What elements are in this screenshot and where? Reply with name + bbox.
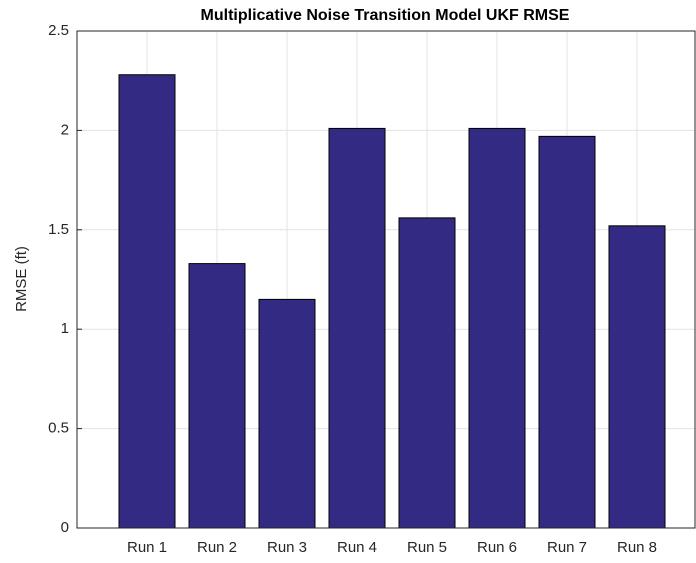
y-tick-label: 0: [61, 519, 69, 536]
x-tick-label: Run 5: [407, 539, 447, 556]
y-axis-label: RMSE (ft): [13, 246, 30, 312]
x-tick-label: Run 4: [337, 539, 377, 556]
bar: [258, 298, 316, 529]
bar: [398, 217, 456, 529]
x-tick-label: Run 1: [127, 539, 167, 556]
x-tick-label: Run 3: [267, 539, 307, 556]
x-tick-label: Run 8: [617, 539, 657, 556]
y-tick-label: 2.5: [48, 22, 69, 39]
bar: [608, 225, 666, 529]
x-tick-label: Run 2: [197, 539, 237, 556]
chart-title: Multiplicative Noise Transition Model UK…: [201, 7, 570, 24]
y-tick-label: 2: [61, 121, 69, 138]
bar: [538, 135, 596, 529]
y-tick-label: 1: [61, 320, 69, 337]
bar: [118, 74, 176, 529]
bar: [328, 127, 386, 529]
x-tick-label: Run 7: [547, 539, 587, 556]
axes-frame: [76, 30, 696, 529]
x-tick-label: Run 6: [477, 539, 517, 556]
bar: [188, 263, 246, 529]
y-tick-label: 0.5: [48, 420, 69, 437]
y-tick-label: 1.5: [48, 221, 69, 238]
bar: [468, 127, 526, 529]
